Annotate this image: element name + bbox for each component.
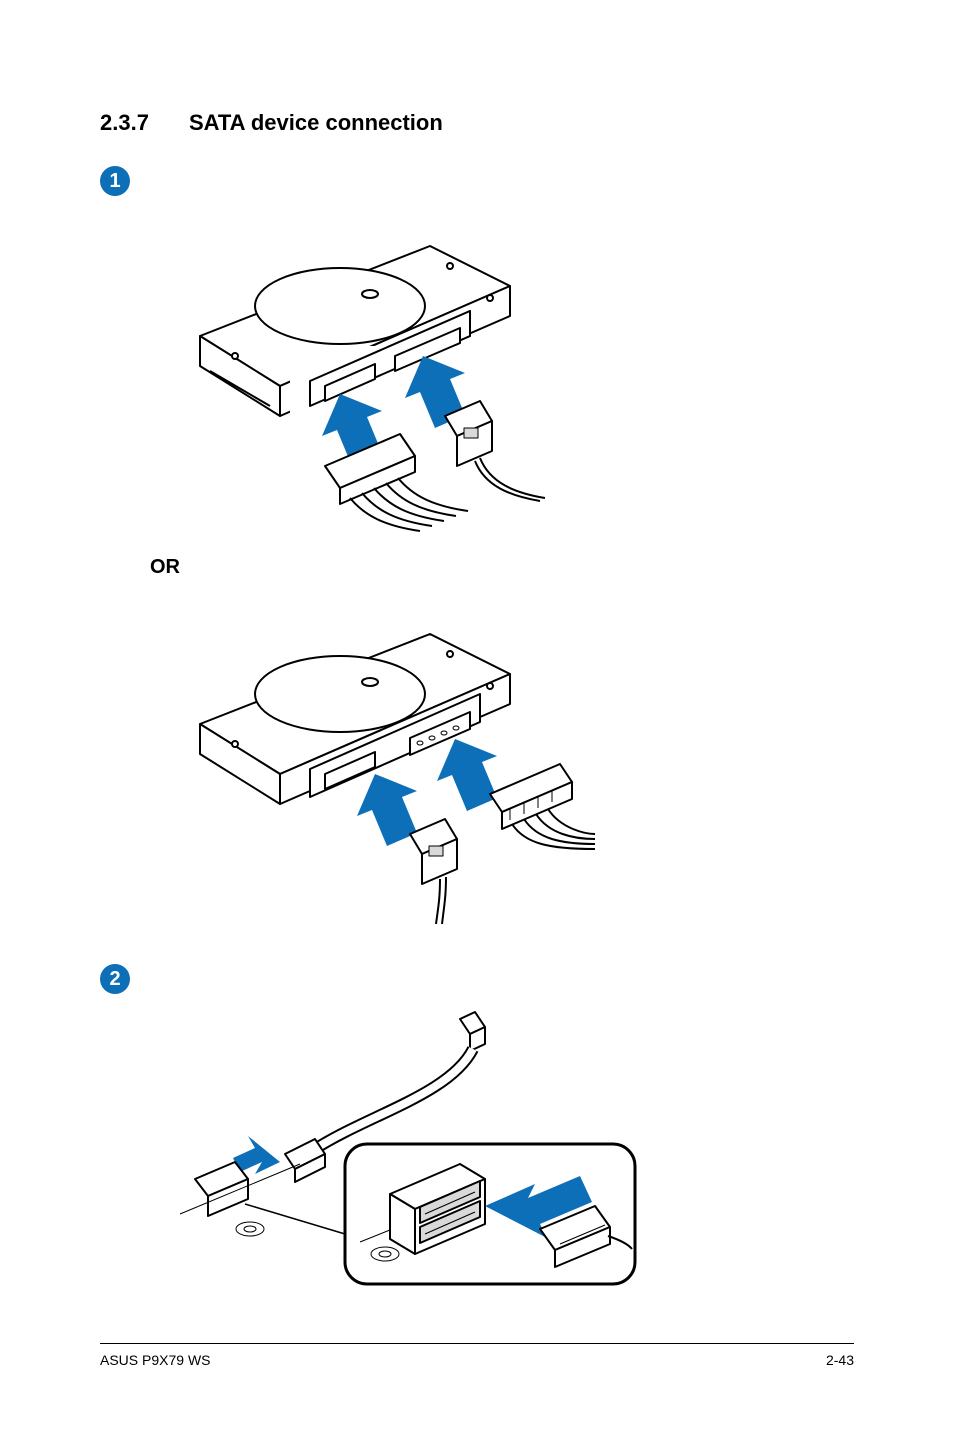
section-heading: 2.3.7 SATA device connection — [100, 110, 854, 136]
badge-2: 2 — [100, 964, 130, 994]
figure-2 — [140, 1004, 854, 1294]
figure-1b — [140, 594, 854, 924]
footer-right: 2-43 — [826, 1352, 854, 1368]
figure-1a — [140, 206, 854, 536]
step-2: 2 — [100, 964, 854, 1294]
step-1: 1 — [100, 166, 854, 924]
section-number: 2.3.7 — [100, 110, 149, 136]
section-title: SATA device connection — [189, 110, 443, 136]
page-footer: ASUS P9X79 WS 2-43 — [100, 1343, 854, 1368]
page: 2.3.7 SATA device connection 1 — [0, 0, 954, 1438]
footer-left: ASUS P9X79 WS — [100, 1352, 211, 1368]
badge-1: 1 — [100, 166, 130, 196]
or-label: OR — [150, 556, 854, 579]
